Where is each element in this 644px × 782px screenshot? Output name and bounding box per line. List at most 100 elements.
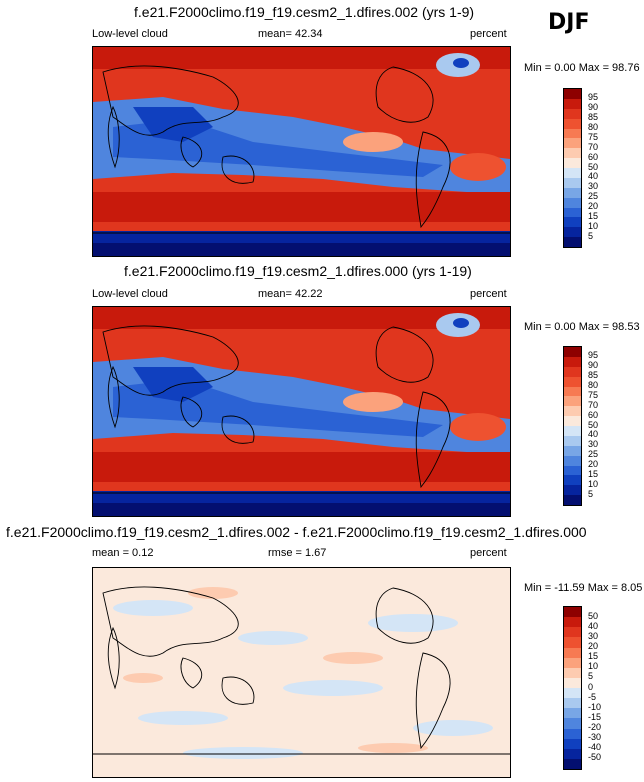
- colorbar-swatch: [564, 485, 581, 496]
- colorbar-swatch: [564, 698, 581, 709]
- colorbar-tick-label: 75: [588, 131, 599, 142]
- colorbar-tick-label: 40: [588, 429, 599, 440]
- colorbar-tick-label: 10: [588, 478, 599, 489]
- colorbar-swatch: [564, 386, 581, 397]
- colorbar-swatch: [564, 148, 581, 159]
- colorbar-tick-label: 70: [588, 141, 599, 152]
- colorbar-tick-label: 80: [588, 122, 599, 132]
- colorbar-tick-label: 5: [588, 488, 594, 499]
- colorbar-swatch: [564, 207, 581, 218]
- colorbar-swatch: [564, 728, 581, 739]
- panel2-title: f.e21.F2000climo.f19_f19.cesm2_1.dfires.…: [124, 263, 472, 279]
- colorbar-swatch: [564, 758, 581, 769]
- panel3-colorbar-swatches: [563, 606, 582, 770]
- colorbar-tick-label: -20: [588, 722, 602, 732]
- colorbar-swatch: [564, 217, 581, 228]
- colorbar-swatch: [564, 376, 581, 387]
- colorbar-tick-label: 20: [588, 201, 599, 211]
- colorbar-swatch: [564, 627, 581, 638]
- panel3-minmax-label: Min = -11.59 Max = 8.05: [524, 582, 643, 594]
- colorbar-tick-label: -40: [588, 742, 602, 753]
- panel2-antarctica-core: [93, 503, 510, 516]
- colorbar-swatch: [564, 677, 581, 688]
- panel1-southern-ocean: [93, 192, 510, 222]
- colorbar-tick-label: 15: [588, 651, 599, 662]
- colorbar-swatch: [564, 617, 581, 628]
- panel3-title: f.e21.F2000climo.f19_f19.cesm2_1.dfires.…: [6, 524, 587, 540]
- panel3-background-field: [93, 568, 510, 777]
- colorbar-tick-label: 30: [588, 630, 599, 641]
- colorbar-tick-label: 30: [588, 439, 599, 450]
- colorbar-tick-label: 25: [588, 449, 599, 460]
- colorbar-swatch: [564, 158, 581, 168]
- panel3-rmse-label: rmse = 1.67: [268, 547, 327, 559]
- colorbar-tick-label: 60: [588, 151, 599, 162]
- colorbar-swatch: [564, 475, 581, 486]
- panel1-variable-label: Low-level cloud: [92, 28, 168, 40]
- colorbar-swatch: [564, 748, 581, 759]
- panel1-arctic-band: [93, 47, 510, 69]
- colorbar-tick-label: 5: [588, 230, 594, 241]
- colorbar-tick-label: 0: [588, 681, 594, 692]
- panel3-coastlines: [93, 586, 510, 755]
- colorbar-tick-label: 85: [588, 112, 599, 123]
- panel2-coastlines: [93, 325, 510, 494]
- colorbar-tick-label: 80: [588, 380, 599, 390]
- colorbar-tick-label: 95: [588, 350, 599, 361]
- colorbar-swatch: [564, 197, 581, 208]
- season-label: DJF: [548, 10, 590, 35]
- panel2-greenland-core: [453, 318, 469, 328]
- colorbar-swatch: [564, 227, 581, 238]
- colorbar-swatch: [564, 89, 581, 99]
- colorbar-tick-label: 20: [588, 459, 599, 469]
- colorbar-swatch: [564, 738, 581, 749]
- panel1-units-label: percent: [470, 28, 507, 40]
- colorbar-tick-label: 50: [588, 419, 599, 430]
- panel2-pacific-tongue: [343, 392, 403, 412]
- colorbar-swatch: [564, 98, 581, 109]
- panel3-map: [92, 567, 511, 778]
- colorbar-tick-label: 75: [588, 389, 599, 400]
- colorbar-tick-label: -5: [588, 691, 597, 702]
- colorbar-swatch: [564, 718, 581, 729]
- colorbar-tick-label: -30: [588, 732, 602, 743]
- colorbar-swatch: [564, 138, 581, 149]
- panel2-mean-label: mean= 42.22: [258, 288, 323, 300]
- panel1-title: f.e21.F2000climo.f19_f19.cesm2_1.dfires.…: [134, 4, 475, 20]
- colorbar-swatch: [564, 688, 581, 699]
- panel1-pacific-tongue: [343, 132, 403, 152]
- colorbar-swatch: [564, 657, 581, 668]
- colorbar-tick-label: -15: [588, 711, 602, 722]
- panel2-variable-label: Low-level cloud: [92, 288, 168, 300]
- colorbar-tick-label: -10: [588, 701, 602, 712]
- panel3-positive-patches: [123, 587, 428, 753]
- panel1-coastlines: [93, 65, 510, 234]
- colorbar-tick-label: 90: [588, 102, 599, 113]
- panel1-peru-deck: [450, 153, 506, 181]
- colorbar-tick-label: 50: [588, 610, 599, 621]
- colorbar-swatch: [564, 708, 581, 719]
- colorbar-swatch: [564, 187, 581, 198]
- panel2-peru-deck: [450, 413, 506, 441]
- colorbar-tick-label: 90: [588, 360, 599, 371]
- colorbar-tick-label: 5: [588, 671, 594, 682]
- panel1-minmax-label: Min = 0.00 Max = 98.76: [524, 62, 640, 74]
- colorbar-tick-label: 10: [588, 661, 599, 672]
- colorbar-swatch: [564, 435, 581, 446]
- colorbar-swatch: [564, 495, 581, 505]
- colorbar-swatch: [564, 445, 581, 456]
- colorbar-tick-label: 95: [588, 92, 599, 103]
- colorbar-swatch: [564, 416, 581, 426]
- colorbar-swatch: [564, 128, 581, 139]
- panel2-colorbar-swatches: [563, 346, 582, 506]
- panel2-arctic-band: [93, 307, 510, 329]
- panel1-asia-low: [133, 107, 213, 142]
- colorbar-swatch: [564, 347, 581, 357]
- colorbar-swatch: [564, 426, 581, 436]
- colorbar-tick-label: -50: [588, 752, 602, 763]
- colorbar-tick-label: 50: [588, 161, 599, 172]
- colorbar-tick-label: 25: [588, 191, 599, 202]
- colorbar-swatch: [564, 455, 581, 466]
- colorbar-swatch: [564, 406, 581, 417]
- colorbar-swatch: [564, 396, 581, 407]
